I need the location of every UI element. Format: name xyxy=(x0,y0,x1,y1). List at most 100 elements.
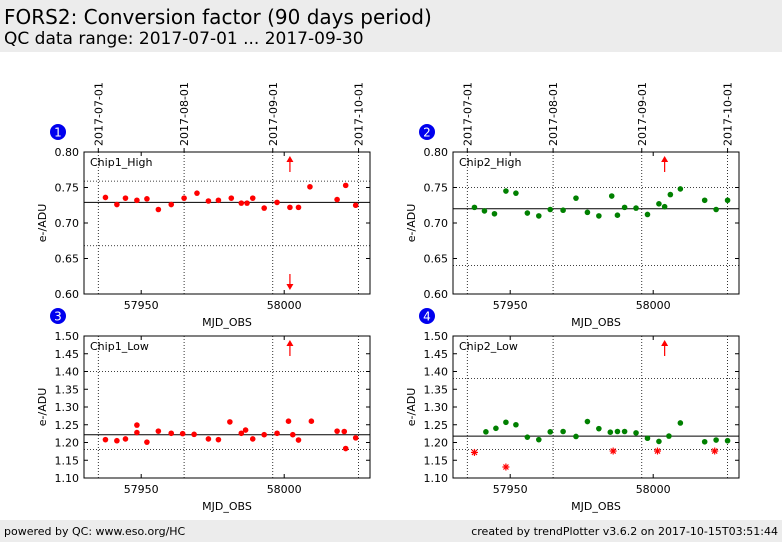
data-point xyxy=(633,205,639,211)
y-tick-label: 1.10 xyxy=(424,472,449,485)
plot-frame xyxy=(83,151,371,295)
charts-canvas: 2017-07-01 2017-08-01 2017-09-01 2017-10-01… xyxy=(36,82,740,513)
y-tick-label: 1.25 xyxy=(55,419,80,432)
data-point xyxy=(168,430,175,437)
data-point xyxy=(261,431,267,438)
data-point xyxy=(677,420,684,426)
panel-label: Chip2_High xyxy=(459,156,521,169)
y-tick-label: 1.45 xyxy=(424,348,449,361)
plot-frame xyxy=(83,335,371,479)
panel-number: 1 xyxy=(54,126,62,140)
x-tick-label: 58000 xyxy=(636,483,671,496)
y-tick-label: 1.20 xyxy=(55,437,80,450)
y-tick-label: 1.40 xyxy=(55,366,80,379)
arrow-head xyxy=(286,340,294,346)
data-point xyxy=(194,190,200,196)
data-point xyxy=(481,208,488,214)
page-title: FORS2: Conversion factor (90 days period… xyxy=(4,5,432,29)
data-point xyxy=(513,190,519,196)
data-point xyxy=(249,436,256,442)
y-axis-label: e-/ADU xyxy=(36,204,49,243)
data-point xyxy=(536,213,542,219)
y-tick-label: 0.80 xyxy=(55,146,80,159)
y-tick-label: 1.15 xyxy=(424,454,449,467)
y-tick-label: 0.60 xyxy=(424,288,449,301)
panel-number-badge xyxy=(50,308,66,324)
data-point xyxy=(134,422,140,428)
panel-label: Chip1_High xyxy=(90,156,152,169)
y-tick-label: 0.75 xyxy=(55,182,80,195)
x-axis-label: MJD_OBS xyxy=(202,316,252,329)
arrow-up-icon xyxy=(286,340,294,356)
data-point xyxy=(144,439,150,445)
data-point xyxy=(244,200,250,206)
data-point xyxy=(227,419,233,425)
y-tick-label: 1.20 xyxy=(424,437,449,450)
y-tick-label: 1.40 xyxy=(424,366,449,379)
data-point xyxy=(238,430,245,437)
data-point xyxy=(560,207,566,214)
date-tick-label: 2017-08-01 xyxy=(178,82,191,146)
panel-label: Chip2_Low xyxy=(459,340,518,353)
data-point xyxy=(713,437,719,443)
panel-number: 2 xyxy=(423,126,431,140)
y-tick-label: 1.30 xyxy=(424,401,449,414)
y-tick-label: 0.60 xyxy=(55,288,80,301)
page-subtitle: QC data range: 2017-07-01 ... 2017-09-30 xyxy=(4,29,364,49)
data-point xyxy=(607,429,614,436)
x-tick-label: 58000 xyxy=(636,299,671,312)
outlier-stroke xyxy=(711,448,718,454)
data-point xyxy=(621,428,628,435)
data-point xyxy=(471,204,478,211)
y-tick-label: 1.50 xyxy=(55,330,80,343)
y-tick-label: 1.45 xyxy=(55,348,80,361)
arrow-head xyxy=(286,284,294,290)
x-axis-label: MJD_OBS xyxy=(202,500,252,513)
x-axis-label: MJD_OBS xyxy=(571,316,621,329)
y-tick-label: 0.75 xyxy=(424,182,449,195)
data-point xyxy=(102,436,109,443)
data-point xyxy=(584,418,591,425)
data-point xyxy=(596,213,602,219)
y-tick-label: 0.65 xyxy=(424,253,449,266)
data-point xyxy=(656,201,662,207)
outlier-stroke xyxy=(502,464,509,470)
x-tick-label: 57950 xyxy=(493,299,528,312)
data-point xyxy=(352,435,359,441)
y-tick-label: 0.70 xyxy=(55,217,80,230)
arrow-head xyxy=(286,156,294,162)
panel-number-badge xyxy=(419,124,435,140)
data-point xyxy=(701,438,708,445)
date-tick-label: 2017-09-01 xyxy=(636,82,649,146)
data-point xyxy=(342,445,349,452)
data-point xyxy=(274,430,280,437)
y-tick-label: 1.50 xyxy=(424,330,449,343)
y-axis-label: e-/ADU xyxy=(405,204,418,243)
page-header: FORS2: Conversion factor (90 days period… xyxy=(0,0,782,52)
y-tick-label: 1.25 xyxy=(424,419,449,432)
chart-panel-1: 2017-07-01 2017-08-01 2017-09-01 2017-10-01… xyxy=(36,82,371,329)
y-tick-label: 0.65 xyxy=(55,253,80,266)
data-point xyxy=(122,195,129,201)
data-point xyxy=(724,437,731,444)
data-point xyxy=(102,194,109,201)
data-point xyxy=(491,210,498,217)
y-tick-label: 1.35 xyxy=(424,383,449,396)
data-point xyxy=(560,428,566,435)
data-point xyxy=(144,196,150,202)
data-point xyxy=(701,197,708,204)
data-point xyxy=(644,435,651,442)
y-tick-label: 1.30 xyxy=(55,401,80,414)
footer-powered-by: powered by QC: www.eso.org/HC xyxy=(4,525,186,538)
data-point xyxy=(114,201,120,208)
data-point xyxy=(677,186,684,192)
y-tick-label: 1.35 xyxy=(55,383,80,396)
panel-label: Chip1_Low xyxy=(90,340,149,353)
data-point xyxy=(666,433,672,439)
date-tick-label: 2017-09-01 xyxy=(267,82,280,146)
arrow-head xyxy=(661,340,669,346)
data-point xyxy=(621,204,628,211)
data-point xyxy=(633,430,639,436)
outlier-stroke xyxy=(471,449,478,456)
data-point xyxy=(341,428,348,435)
